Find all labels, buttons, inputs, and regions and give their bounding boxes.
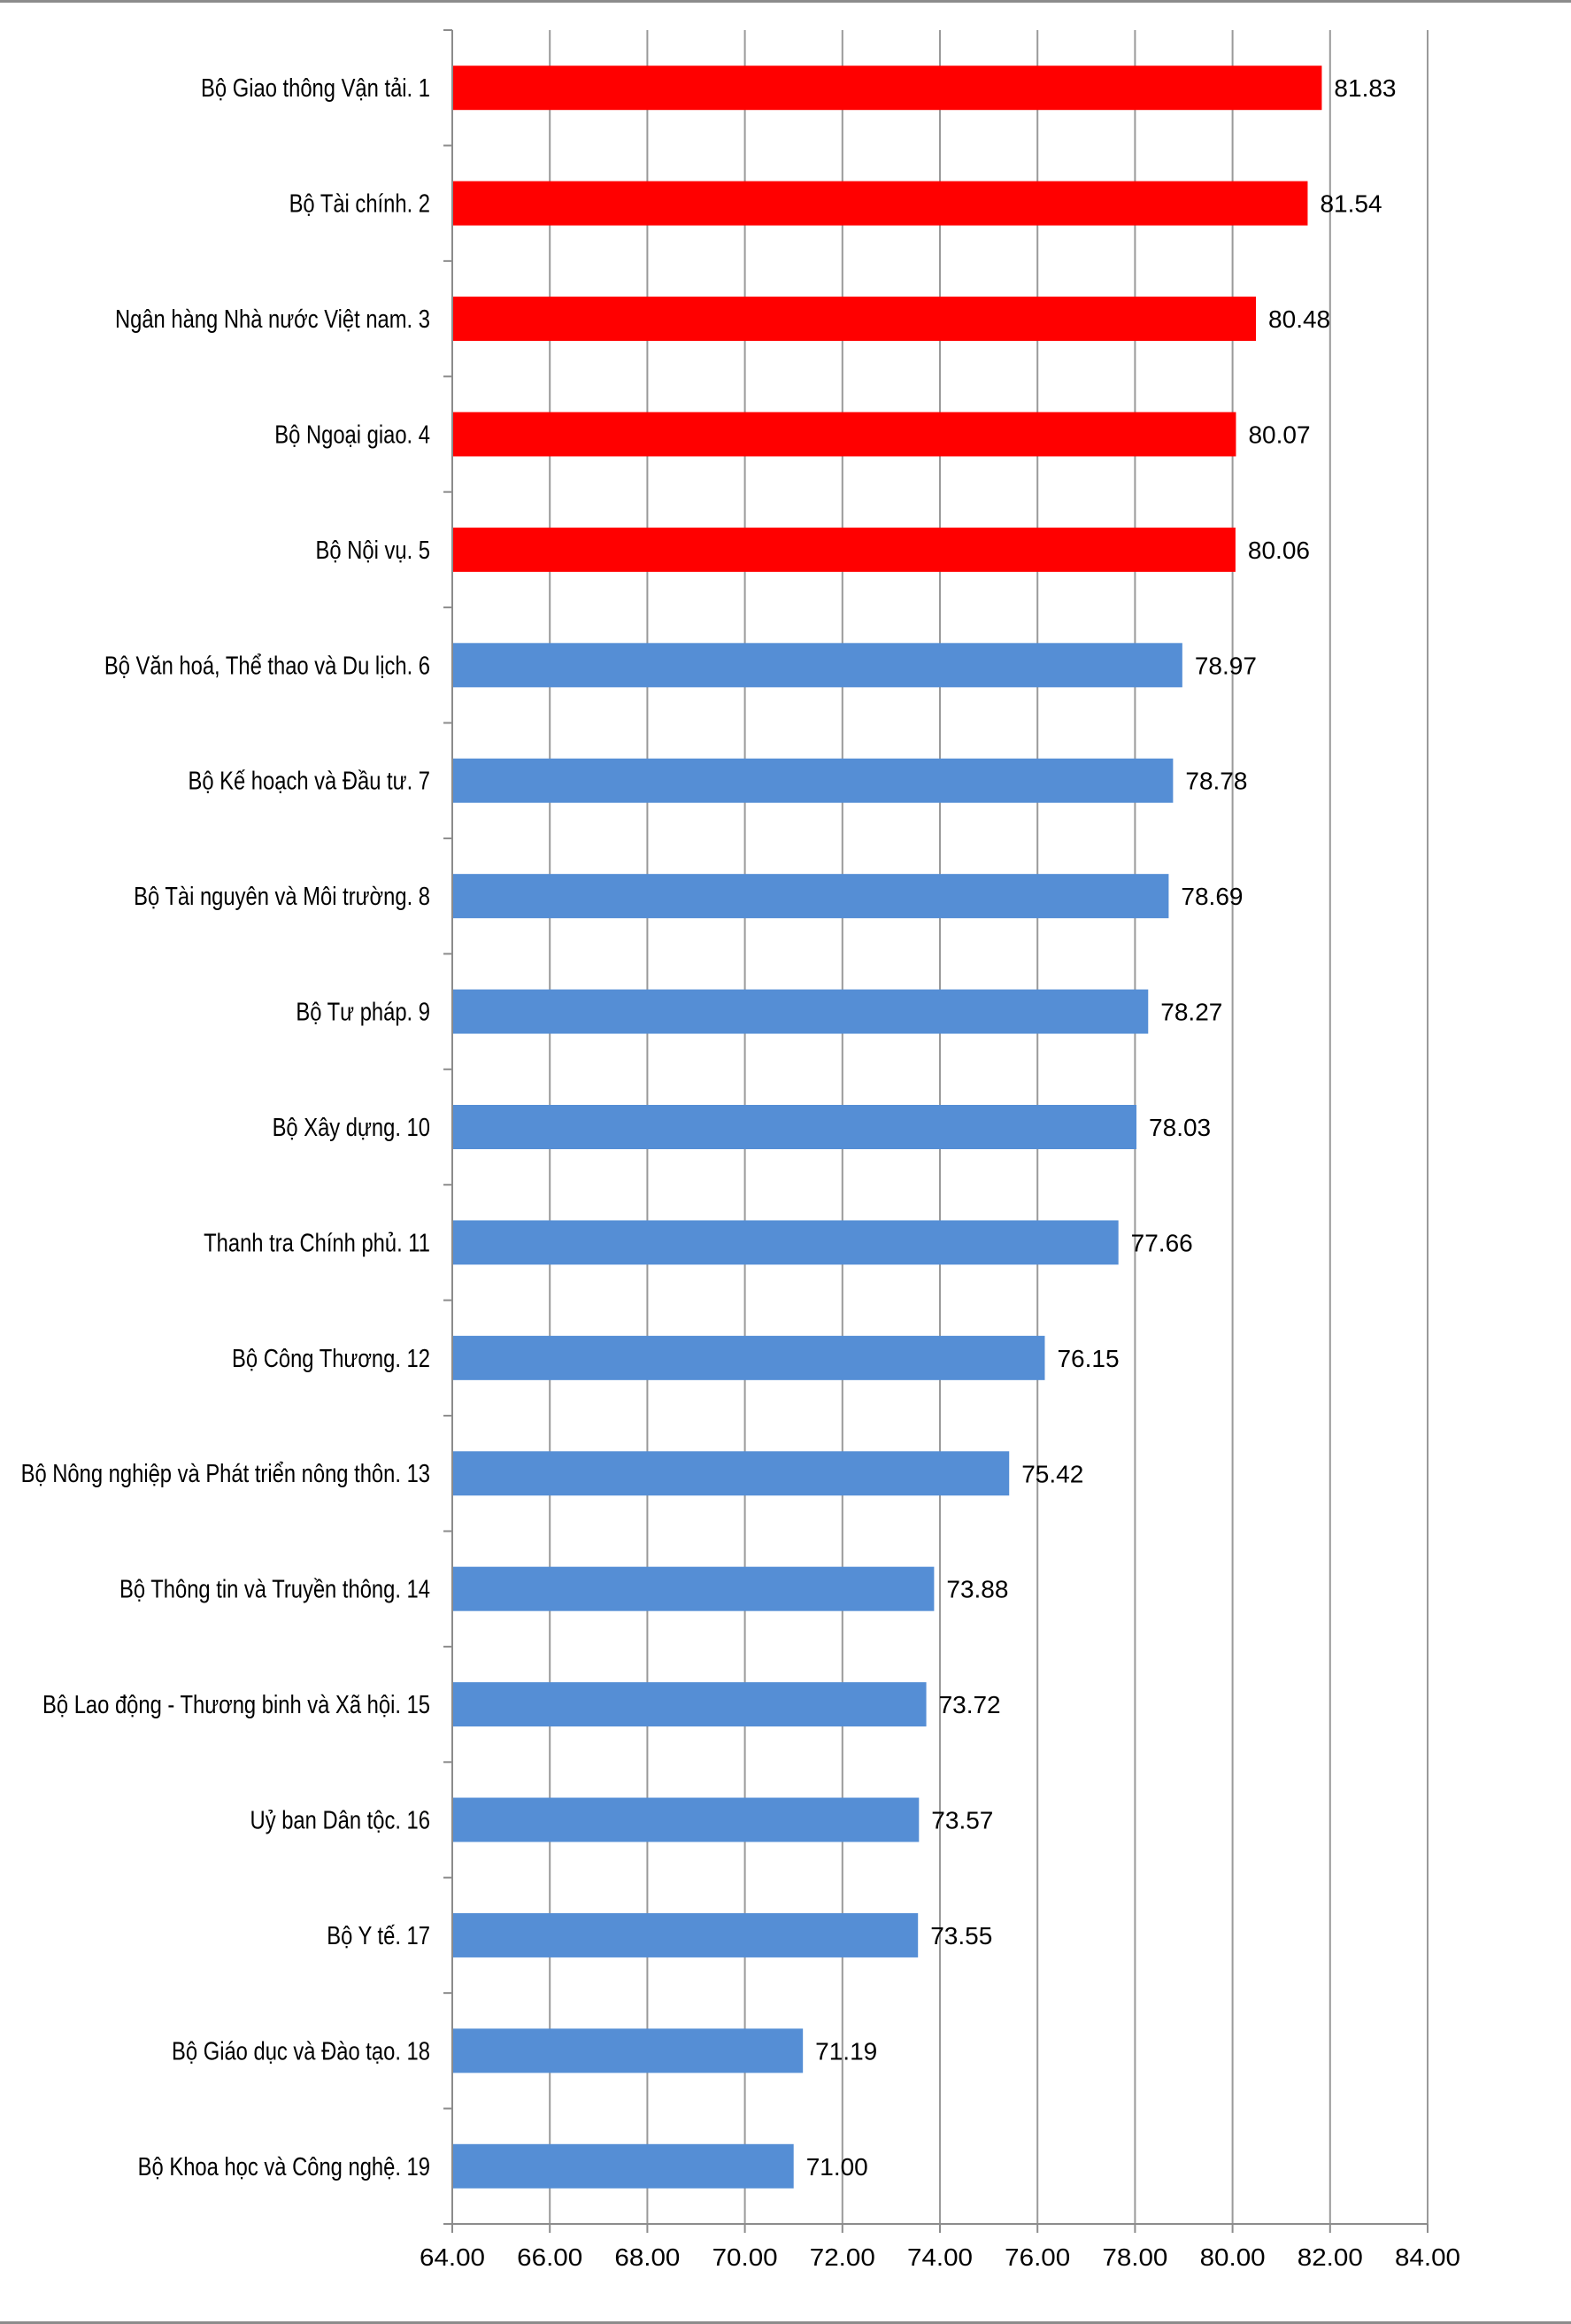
value-label: 73.72: [939, 1691, 1001, 1718]
category-label: Uỷ ban Dân tộc. 16: [250, 1805, 430, 1834]
value-label: 81.54: [1320, 190, 1382, 218]
x-tick-label: 68.00: [614, 2243, 680, 2271]
bar: [452, 66, 1322, 111]
bar: [452, 1335, 1045, 1380]
category-label: Thanh tra Chính phủ. 11: [204, 1228, 430, 1257]
bar: [452, 1451, 1010, 1496]
category-label: Bộ Công Thương. 12: [232, 1344, 430, 1373]
bar: [452, 1220, 1119, 1265]
value-label: 71.00: [806, 2153, 868, 2181]
bar: [452, 2028, 804, 2073]
x-tick-label: 64.00: [420, 2243, 485, 2271]
category-label: Bộ Giao thông Vận tải. 1: [201, 73, 430, 103]
value-label: 78.03: [1149, 1114, 1211, 1141]
bar: [452, 1566, 935, 1611]
bar: [452, 1912, 919, 1957]
x-tick-label: 84.00: [1395, 2243, 1460, 2271]
value-label: 80.48: [1268, 305, 1330, 333]
bar: [452, 527, 1236, 572]
bar: [452, 412, 1236, 457]
value-label: 71.19: [815, 2037, 877, 2065]
x-tick-label: 70.00: [712, 2243, 778, 2271]
bar: [452, 989, 1149, 1034]
value-label: 80.06: [1248, 537, 1310, 564]
x-tick-label: 66.00: [517, 2243, 582, 2271]
category-label: Ngân hàng Nhà nước Việt nam. 3: [115, 305, 430, 334]
category-label: Bộ Tư pháp. 9: [296, 997, 430, 1026]
category-label: Bộ Lao động - Thương binh và Xã hội. 15: [42, 1690, 430, 1719]
value-label: 80.07: [1248, 421, 1310, 448]
value-label: 78.69: [1181, 883, 1243, 910]
bar: [452, 297, 1257, 342]
category-label: Bộ Văn hoá, Thể thao và Du lịch. 6: [104, 651, 430, 680]
category-label: Bộ Tài nguyên và Môi trường. 8: [134, 882, 430, 911]
axes: [443, 29, 1429, 2233]
bar: [452, 874, 1169, 919]
value-label: 78.78: [1185, 768, 1247, 795]
value-label: 77.66: [1131, 1229, 1193, 1256]
category-label: Bộ Y tế. 17: [327, 1921, 430, 1950]
x-tick-label: 76.00: [1005, 2243, 1070, 2271]
value-label: 81.83: [1334, 74, 1396, 102]
x-tick-label: 78.00: [1102, 2243, 1167, 2271]
category-label: Bộ Thông tin và Truyền thông. 14: [119, 1574, 430, 1603]
category-label: Bộ Giáo dục và Đào tạo. 18: [172, 2036, 430, 2065]
x-tick-label: 80.00: [1200, 2243, 1266, 2271]
value-label: 75.42: [1021, 1460, 1083, 1487]
x-tick-label: 72.00: [810, 2243, 875, 2271]
bar: [452, 1682, 927, 1727]
value-label: 73.88: [946, 1576, 1008, 1603]
bar: [452, 643, 1182, 688]
category-label: Bộ Tài chính. 2: [289, 189, 430, 218]
x-tick-label: 82.00: [1298, 2243, 1363, 2271]
bar: [452, 758, 1174, 803]
value-label: 73.55: [930, 1922, 992, 1950]
value-label: 78.27: [1160, 999, 1222, 1026]
category-label: Bộ Kế hoạch và Đầu tư. 7: [188, 766, 430, 795]
bar: [452, 1105, 1137, 1149]
bar: [452, 2143, 794, 2189]
labels: 64.00 66.00 68.00 70.00 72.00 74.00 76.00 78.00…: [21, 73, 1460, 2271]
x-tick-label: 74.00: [907, 2243, 973, 2271]
category-label: Bộ Khoa học và Công nghệ. 19: [138, 2152, 430, 2181]
category-label: Bộ Xây dựng. 10: [273, 1113, 430, 1142]
bar: [452, 181, 1308, 226]
category-label: Bộ Nội vụ. 5: [316, 536, 430, 565]
value-label: 73.57: [931, 1807, 993, 1834]
bar: [452, 1797, 920, 1842]
value-label: 76.15: [1057, 1345, 1119, 1372]
value-label: 78.97: [1195, 652, 1257, 679]
category-label: Bộ Nông nghiệp và Phát triển nông thôn. …: [21, 1459, 430, 1488]
bars: [452, 66, 1322, 2189]
category-label: Bộ Ngoại giao. 4: [274, 420, 430, 449]
